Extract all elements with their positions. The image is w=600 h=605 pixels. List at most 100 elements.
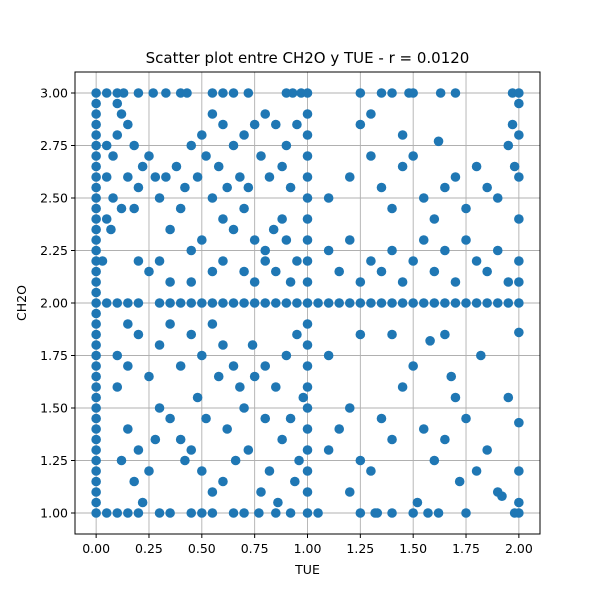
- data-point: [408, 88, 418, 98]
- data-point: [440, 245, 450, 256]
- data-point: [366, 298, 376, 308]
- data-point: [408, 298, 418, 308]
- data-point: [355, 298, 366, 308]
- data-point: [397, 277, 408, 287]
- data-point: [182, 88, 192, 98]
- data-point: [344, 298, 355, 308]
- data-point: [514, 327, 524, 338]
- data-point: [137, 161, 148, 172]
- data-point: [429, 455, 440, 466]
- y-tick-label: 3.00: [40, 86, 68, 101]
- data-point: [239, 403, 249, 413]
- data-point: [133, 256, 144, 266]
- data-point: [112, 382, 123, 392]
- data-point: [387, 245, 397, 256]
- data-point: [106, 224, 116, 235]
- data-point: [450, 172, 461, 182]
- data-point: [133, 508, 144, 518]
- data-point: [256, 487, 266, 497]
- data-point: [497, 491, 507, 502]
- data-point: [118, 88, 129, 98]
- data-point: [222, 182, 232, 193]
- data-point: [482, 445, 492, 455]
- data-point: [213, 371, 224, 382]
- data-point: [285, 277, 296, 287]
- data-point: [186, 245, 197, 256]
- data-point: [91, 109, 101, 119]
- data-point: [91, 224, 101, 235]
- data-point: [91, 298, 101, 308]
- data-point: [471, 256, 482, 266]
- data-point: [370, 508, 380, 518]
- data-point: [412, 497, 423, 508]
- data-point: [144, 151, 154, 161]
- data-point: [180, 182, 190, 193]
- data-point: [397, 298, 408, 308]
- data-point: [254, 508, 264, 518]
- data-point: [292, 329, 302, 340]
- data-point: [461, 413, 471, 424]
- data-point: [302, 151, 313, 161]
- data-point: [108, 193, 118, 203]
- data-point: [123, 361, 133, 371]
- data-point: [207, 88, 218, 98]
- data-point: [397, 130, 408, 140]
- data-point: [218, 214, 228, 224]
- data-point: [440, 182, 450, 193]
- data-point: [175, 298, 186, 308]
- data-point: [292, 256, 302, 266]
- data-point: [228, 224, 239, 235]
- data-point: [91, 287, 101, 298]
- data-point: [397, 382, 408, 392]
- data-point: [302, 403, 313, 413]
- data-point: [355, 329, 366, 340]
- data-point: [218, 88, 228, 98]
- data-point: [192, 172, 203, 182]
- data-point: [281, 350, 292, 361]
- data-point: [292, 119, 302, 130]
- data-point: [264, 172, 275, 182]
- data-point: [137, 497, 148, 508]
- data-point: [144, 266, 154, 277]
- data-point: [302, 172, 313, 182]
- data-point: [302, 298, 313, 308]
- data-point: [461, 508, 471, 518]
- data-point: [471, 298, 482, 308]
- data-point: [154, 298, 165, 308]
- data-point: [218, 256, 228, 266]
- data-point: [230, 455, 241, 466]
- data-point: [197, 235, 207, 245]
- data-point: [91, 403, 101, 413]
- data-point: [180, 455, 190, 466]
- data-point: [450, 277, 461, 287]
- data-point: [482, 182, 492, 193]
- y-tick-label: 2.75: [40, 138, 68, 153]
- chart-title: Scatter plot entre CH2O y TUE - r = 0.01…: [146, 49, 470, 67]
- data-point: [161, 88, 171, 98]
- data-point: [123, 298, 133, 308]
- data-point: [91, 476, 101, 487]
- data-point: [197, 508, 207, 518]
- data-point: [323, 193, 334, 203]
- data-point: [207, 298, 218, 308]
- data-point: [285, 413, 296, 424]
- data-point: [123, 119, 133, 130]
- data-point: [101, 172, 112, 182]
- data-point: [273, 497, 283, 508]
- data-point: [112, 350, 123, 361]
- data-point: [376, 298, 387, 308]
- data-point: [91, 119, 101, 130]
- data-point: [376, 88, 387, 98]
- data-point: [165, 298, 175, 308]
- data-point: [91, 130, 101, 140]
- data-point: [91, 161, 101, 172]
- data-point: [492, 245, 503, 256]
- data-point: [492, 298, 503, 308]
- data-point: [133, 298, 144, 308]
- data-point: [154, 193, 165, 203]
- data-point: [260, 298, 271, 308]
- x-tick-label: 0.00: [82, 541, 110, 556]
- data-point: [270, 298, 281, 308]
- data-point: [514, 277, 524, 287]
- data-point: [277, 434, 287, 445]
